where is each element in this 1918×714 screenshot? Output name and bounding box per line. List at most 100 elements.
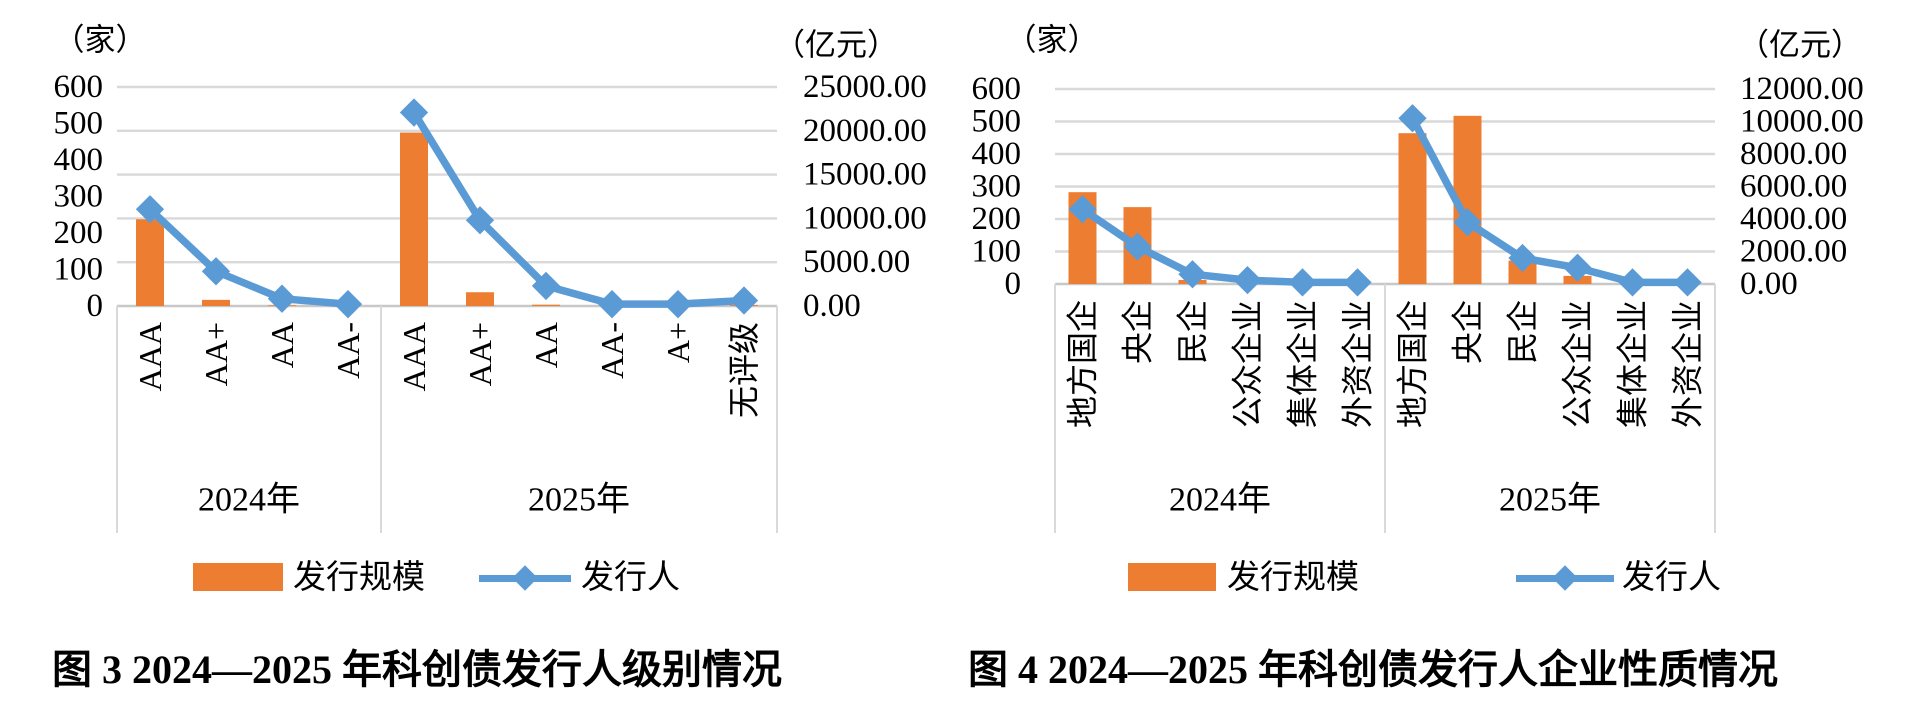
right-axis-tick-label: 10000.00 (1740, 104, 1864, 140)
right-axis-tick-label: 10000.00 (803, 200, 927, 236)
left-axis-tick-label: 600 (54, 69, 104, 105)
category-label: AA (264, 322, 300, 368)
right-axis-tick-label: 20000.00 (803, 113, 927, 149)
category-label: 无评级 (726, 322, 762, 418)
category-label: 民企 (1175, 300, 1211, 364)
legend-item-issuers-fig4 (1516, 565, 1614, 591)
category-label: 外资企业 (1340, 300, 1376, 428)
category-label: A+ (660, 322, 696, 363)
diamond-marker (267, 284, 297, 313)
right-axis-tick-label: 12000.00 (1740, 71, 1864, 107)
left-axis-tick-label: 500 (972, 104, 1022, 140)
category-label: AA (528, 322, 564, 368)
right-axis-tick-label: 2000.00 (1740, 234, 1847, 270)
left-axis-tick-label: 600 (972, 71, 1022, 107)
right-axis-tick-label: 0.00 (803, 288, 861, 324)
category-label: 央企 (1450, 300, 1486, 364)
line-series (410, 110, 745, 308)
left-axis-tick-label: 300 (54, 179, 104, 215)
year-group-label: 2025年 (528, 481, 630, 519)
bar-series-swatch (193, 563, 283, 591)
bar (400, 132, 428, 306)
bar (202, 299, 230, 306)
left-axis-tick-label: 500 (54, 106, 104, 142)
diamond-marker-icon (1552, 565, 1578, 591)
left-axis-tick-label: 0 (87, 288, 104, 324)
category-label: 集体企业 (1615, 300, 1651, 428)
bar (1398, 133, 1427, 284)
right-axis-tick-label: 6000.00 (1740, 169, 1847, 205)
diamond-marker (1343, 268, 1372, 297)
legend-label-issuers-fig4: 发行人 (1622, 560, 1721, 596)
right-axis-tick-label: 5000.00 (803, 244, 910, 280)
left-axis-tick-label: 400 (54, 142, 104, 178)
year-group-label: 2024年 (198, 481, 300, 519)
figure-3-caption: 图 3 2024—2025 年科创债发行人级别情况 (52, 647, 782, 692)
category-label: AA+ (198, 322, 234, 386)
diamond-marker (1068, 195, 1097, 224)
diamond-marker-icon (512, 565, 538, 591)
diamond-marker (1398, 104, 1427, 133)
category-label: 地方国企 (1065, 300, 1101, 428)
right-axis-tick-label: 4000.00 (1740, 201, 1847, 237)
category-label: 集体企业 (1285, 300, 1321, 428)
diamond-marker (663, 290, 693, 319)
year-group-label: 2024年 (1169, 481, 1271, 519)
diamond-marker (1233, 265, 1262, 295)
left-axis-tick-label: 100 (972, 234, 1022, 270)
diamond-marker (1673, 268, 1702, 297)
diamond-marker (1123, 232, 1152, 261)
bar (1508, 260, 1537, 284)
legend-item-issuers-fig3 (479, 565, 571, 591)
diamond-marker (333, 290, 363, 319)
right-axis-tick-label: 25000.00 (803, 69, 927, 105)
category-label: 地方国企 (1395, 300, 1431, 428)
right-axis-tick-label: 15000.00 (803, 157, 927, 193)
diamond-marker (1288, 268, 1317, 297)
legend-item-issuance-scale-fig4 (1128, 563, 1216, 591)
diamond-marker (729, 286, 759, 315)
left-axis-tick-label: 300 (972, 169, 1022, 205)
category-label: AA- (330, 322, 366, 379)
diamond-marker (1453, 208, 1482, 237)
right-axis-unit-label: （亿元） (1738, 28, 1862, 63)
bar (532, 304, 560, 306)
bar-series-swatch (1128, 563, 1216, 591)
legend-label-issuance-scale-fig4: 发行规模 (1227, 560, 1359, 596)
bar (466, 292, 494, 306)
left-axis-unit-label: （家） (54, 23, 147, 58)
category-label: AA- (594, 322, 630, 379)
right-axis-tick-label: 0.00 (1740, 266, 1798, 302)
left-axis-tick-label: 200 (972, 201, 1022, 237)
diamond-marker (1178, 260, 1207, 289)
category-label: 公众企业 (1560, 300, 1596, 428)
legend-label-issuers-fig3: 发行人 (581, 560, 680, 596)
right-axis-unit-label: （亿元） (774, 28, 898, 63)
left-axis-tick-label: 0 (1005, 266, 1022, 302)
diamond-marker (1508, 243, 1537, 273)
left-axis-tick-label: 100 (54, 252, 104, 288)
legend-item-issuance-scale-fig3 (193, 563, 283, 591)
category-label: 央企 (1120, 300, 1156, 364)
figure-4-caption: 图 4 2024—2025 年科创债发行人企业性质情况 (968, 647, 1778, 692)
diamond-marker (531, 271, 561, 301)
category-label: AAA (396, 322, 432, 391)
year-group-label: 2025年 (1499, 481, 1601, 519)
left-axis-tick-label: 400 (972, 136, 1022, 172)
line-series (147, 206, 349, 308)
category-label: AA+ (462, 322, 498, 386)
right-axis-tick-label: 8000.00 (1740, 136, 1847, 172)
left-axis-unit-label: （家） (1006, 23, 1099, 58)
diamond-marker (1563, 253, 1592, 282)
category-label: 外资企业 (1670, 300, 1706, 428)
category-label: 民企 (1505, 300, 1541, 364)
diamond-marker (1618, 268, 1647, 297)
category-label: AAA (132, 322, 168, 391)
diamond-marker (597, 290, 627, 319)
bar (136, 219, 164, 306)
legend-label-issuance-scale-fig3: 发行规模 (293, 560, 425, 596)
left-axis-tick-label: 200 (54, 215, 104, 251)
category-label: 公众企业 (1230, 300, 1266, 428)
